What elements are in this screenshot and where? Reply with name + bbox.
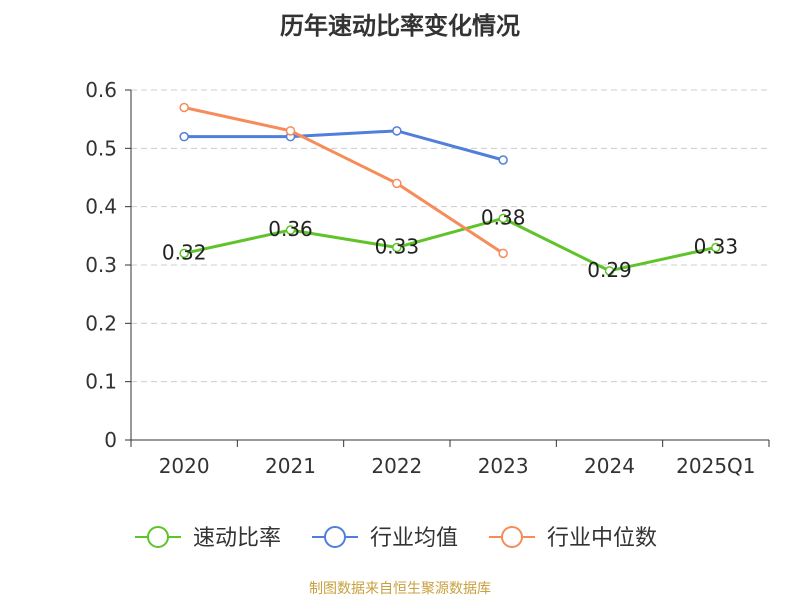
- data-point: [179, 102, 189, 113]
- data-point: [285, 126, 296, 136]
- y-tick-label: 0: [104, 428, 117, 452]
- x-tick-label: 2023: [478, 454, 529, 478]
- y-tick-label: 0.5: [85, 136, 117, 160]
- x-tick-label: 2025Q1: [676, 454, 755, 478]
- series-line: [183, 216, 717, 273]
- data-label: 0.32: [162, 240, 207, 264]
- x-tick-label: 2022: [371, 454, 422, 478]
- legend-label: 速动比率: [193, 526, 281, 551]
- legend-marker: [324, 526, 346, 548]
- source-note: 制图数据来自恒生聚源数据库: [309, 581, 491, 597]
- data-point: [498, 155, 508, 165]
- series-line: [184, 129, 504, 162]
- x-tick-label: 2024: [584, 454, 635, 478]
- data-point: [392, 242, 402, 253]
- y-tick-label: 0.6: [85, 78, 117, 102]
- data-point: [498, 213, 508, 224]
- y-tick-label: 0.1: [85, 370, 117, 394]
- data-label: 0.38: [481, 205, 526, 229]
- y-tick-label: 0.4: [85, 195, 117, 219]
- data-label: 0.33: [694, 235, 739, 259]
- series-line: [183, 106, 504, 255]
- x-tick-label: 2020: [159, 454, 210, 478]
- y-tick-label: 0.2: [85, 311, 117, 335]
- legend-marker: [501, 526, 523, 548]
- data-point: [604, 266, 615, 276]
- legend-label: 行业中位数: [547, 526, 657, 551]
- x-tick-label: 2021: [265, 454, 316, 478]
- data-label: 0.33: [375, 235, 420, 259]
- data-label: 0.36: [268, 217, 313, 241]
- data-label: 0.29: [587, 258, 632, 282]
- data-point: [498, 248, 508, 259]
- data-point: [392, 126, 402, 136]
- data-point: [285, 225, 296, 235]
- data-point: [711, 242, 721, 253]
- legend-marker: [147, 526, 169, 548]
- legend-label: 行业均值: [370, 526, 458, 551]
- data-point: [392, 178, 402, 189]
- data-point: [179, 248, 189, 259]
- y-tick-label: 0.3: [85, 253, 117, 277]
- chart-title: 历年速动比率变化情况: [280, 12, 520, 40]
- data-point: [179, 131, 189, 142]
